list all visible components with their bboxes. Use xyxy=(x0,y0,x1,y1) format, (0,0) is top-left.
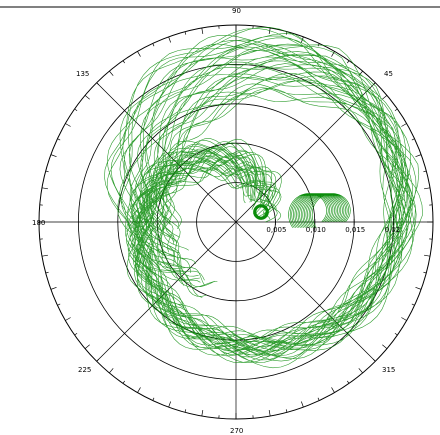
angle-tick xyxy=(415,154,422,158)
angle-tick xyxy=(96,358,100,362)
angle-tick xyxy=(109,368,114,374)
angle-tick xyxy=(137,51,141,57)
angle-tick xyxy=(122,60,126,64)
angle-tick xyxy=(331,387,335,393)
angle-tick xyxy=(168,401,172,408)
angle-tick xyxy=(317,397,320,401)
series-center-loop xyxy=(253,204,269,220)
angle-tick xyxy=(268,410,271,417)
radial-tick-label-2: 0,015 xyxy=(345,226,365,234)
angle-tick xyxy=(50,154,57,158)
angle-label-315: 315 xyxy=(382,366,395,374)
angle-tick xyxy=(74,108,78,112)
angle-tick xyxy=(152,397,155,401)
angle-tick xyxy=(137,387,141,393)
angle-tick xyxy=(41,187,48,190)
radial-tick-label-1: 0,010 xyxy=(306,226,326,234)
angle-tick xyxy=(300,36,304,43)
angle-tick xyxy=(415,286,422,290)
angle-tick xyxy=(394,332,398,336)
angle-tick xyxy=(74,332,78,336)
series-inner-coil xyxy=(288,193,351,228)
spoke-315 xyxy=(235,221,376,362)
angle-tick xyxy=(184,409,187,413)
angle-tick xyxy=(346,60,350,64)
angle-tick xyxy=(411,138,415,141)
angle-tick xyxy=(382,344,388,349)
angle-tick xyxy=(57,303,61,306)
angle-tick xyxy=(109,70,114,76)
angle-tick xyxy=(65,317,71,321)
angle-label-45: 45 xyxy=(384,70,393,78)
angle-tick xyxy=(168,36,172,43)
angle-tick xyxy=(372,358,376,362)
spoke-135 xyxy=(96,82,237,223)
angle-tick xyxy=(96,82,100,86)
angle-tick xyxy=(201,410,204,417)
angle-tick xyxy=(358,368,363,374)
series-curve xyxy=(104,26,423,369)
angle-tick xyxy=(84,344,90,349)
angle-tick xyxy=(65,123,71,127)
angle-tick xyxy=(331,51,335,57)
angle-tick xyxy=(84,95,90,100)
angle-tick xyxy=(424,254,431,257)
angle-label-180: 180 xyxy=(32,219,45,227)
series-layer xyxy=(104,26,423,369)
angle-tick xyxy=(382,95,388,100)
angle-tick xyxy=(300,401,304,408)
radial-tick-label-0: 0,005 xyxy=(266,226,286,234)
angle-tick xyxy=(423,170,427,173)
angle-tick xyxy=(45,170,49,173)
angle-tick xyxy=(411,303,415,306)
label-layer: 0,005 0,010 0,015 0,02 90 45 135 180 225 270 315 xyxy=(32,7,400,435)
angle-tick xyxy=(41,254,48,257)
angle-tick xyxy=(50,286,57,290)
angle-label-90: 90 xyxy=(232,7,241,15)
angle-tick xyxy=(45,271,49,274)
angle-tick xyxy=(201,27,204,34)
angle-tick xyxy=(423,271,427,274)
angle-tick xyxy=(401,123,407,127)
angle-tick xyxy=(285,409,288,413)
radial-tick-label-3: 0,02 xyxy=(385,226,401,234)
angle-tick xyxy=(57,138,61,141)
angle-tick xyxy=(401,317,407,321)
angle-tick xyxy=(122,380,126,384)
angle-label-135: 135 xyxy=(76,70,89,78)
angle-label-270: 270 xyxy=(230,427,243,435)
angle-tick xyxy=(424,187,431,190)
angle-tick xyxy=(394,108,398,112)
angle-label-225: 225 xyxy=(78,366,91,374)
angle-tick xyxy=(152,43,155,47)
angle-tick xyxy=(346,380,350,384)
angle-tick xyxy=(184,31,187,35)
